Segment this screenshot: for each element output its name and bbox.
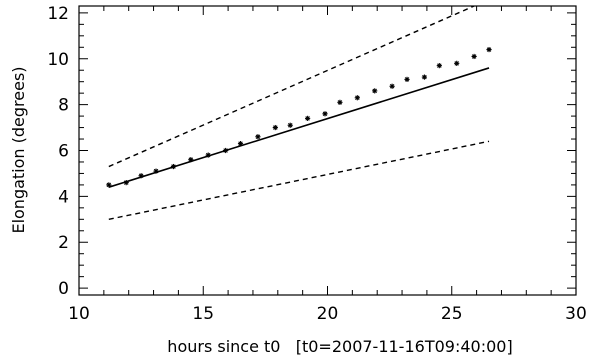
data-point [170, 163, 177, 170]
data-point [237, 141, 244, 147]
data-point [372, 88, 378, 94]
x-tick-label: 25 [441, 304, 463, 324]
data-point [138, 173, 144, 179]
data-point [272, 124, 278, 131]
upper-bound-line [108, 6, 475, 168]
data-point [404, 76, 410, 82]
lower-bound-line [108, 140, 490, 220]
y-tick-label: 10 [47, 50, 69, 70]
y-tick-label: 8 [58, 96, 69, 116]
y-tick-label: 0 [58, 279, 69, 299]
data-point [354, 95, 360, 101]
y-axis-title: Elongation (degrees) [9, 66, 28, 233]
data-point [305, 115, 311, 121]
observation-points [106, 46, 492, 188]
data-point [188, 157, 194, 163]
data-point [255, 134, 261, 140]
data-point [153, 168, 159, 174]
data-point [389, 83, 395, 89]
data-point [421, 74, 428, 80]
data-point [106, 182, 112, 188]
data-point [486, 46, 492, 53]
fit-line [108, 67, 490, 188]
y-tick-label: 6 [58, 142, 69, 162]
x-tick-label: 15 [192, 304, 214, 324]
x-axis-title: hours since t0 [t0=2007-11-16T09:40:00] [167, 337, 512, 356]
x-tick-label: 30 [565, 304, 587, 324]
y-tick-label: 2 [58, 233, 69, 253]
y-tick-label: 12 [47, 4, 69, 24]
x-tick-label: 10 [68, 304, 90, 324]
x-tick-labels: 10 15 20 25 30 [68, 304, 587, 324]
data-point [223, 147, 229, 154]
data-point [436, 63, 442, 69]
data-point [205, 152, 211, 158]
data-point [123, 180, 129, 186]
plot-frame [78, 5, 577, 296]
data-point [471, 53, 477, 60]
series-lines [108, 6, 490, 220]
data-point [287, 122, 293, 128]
data-point [322, 111, 328, 117]
x-tick-label: 20 [317, 304, 339, 324]
data-point [454, 60, 460, 66]
data-point [337, 99, 343, 105]
y-tick-label: 4 [58, 187, 69, 207]
axis-ticks [78, 6, 577, 295]
y-tick-labels: 0 2 4 6 8 10 12 [47, 4, 69, 299]
